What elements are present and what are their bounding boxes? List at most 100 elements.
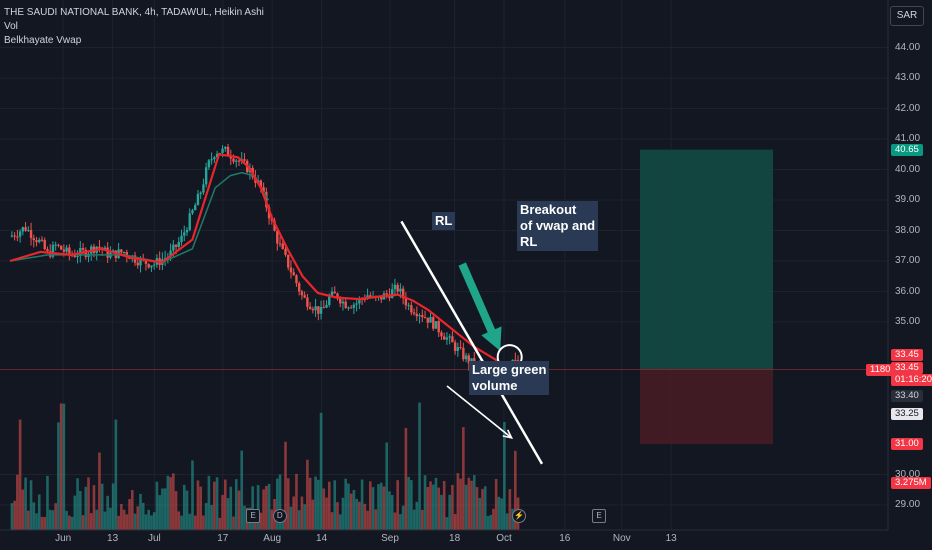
candle-body xyxy=(396,284,399,292)
volume-bar xyxy=(341,497,345,530)
earnings-event-icon[interactable]: E xyxy=(246,509,261,523)
price-tick-label: 40.00 xyxy=(895,163,921,175)
volume-arrow[interactable] xyxy=(446,385,513,439)
candle-body xyxy=(32,238,35,241)
volume-bar xyxy=(401,505,405,530)
volume-bar xyxy=(489,514,492,530)
long-position-stop-zone[interactable] xyxy=(640,369,773,444)
volume-bar xyxy=(385,442,389,530)
volume-bar xyxy=(174,491,178,530)
volume-bar xyxy=(267,483,271,530)
dividend-event-icon[interactable]: D xyxy=(272,509,287,523)
time-tick-label: Jul xyxy=(147,533,161,544)
candle-body xyxy=(330,291,334,297)
candle-body xyxy=(273,220,276,231)
volume-bar xyxy=(377,484,380,530)
volume-bar xyxy=(358,501,361,530)
volume-bar xyxy=(390,495,394,530)
long-position-target-zone[interactable] xyxy=(640,149,773,370)
volume-bar xyxy=(270,509,274,530)
volume-bar xyxy=(503,422,506,530)
resistance-trendline[interactable] xyxy=(400,220,544,465)
volume-bar xyxy=(27,510,30,530)
volume-bar xyxy=(18,419,22,530)
volume-bar xyxy=(456,473,460,530)
split-event-icon[interactable]: ⚡ xyxy=(512,509,527,523)
vwap-indicator-label[interactable]: Belkhayate Vwap xyxy=(4,35,82,46)
volume-bar xyxy=(117,515,120,530)
volume-bar xyxy=(87,477,90,530)
volume-indicator-label[interactable]: Vol xyxy=(4,21,18,32)
earnings-event-icon[interactable]: E xyxy=(592,509,606,523)
volume-bar xyxy=(139,493,142,530)
volume-bar xyxy=(150,515,153,530)
candle-body xyxy=(391,289,394,298)
annotation-breakout[interactable]: Breakout of vwap and RL xyxy=(517,201,599,251)
candle-body xyxy=(221,148,224,154)
candle-body xyxy=(456,347,460,351)
volume-bar xyxy=(306,459,309,530)
candle-body xyxy=(27,229,30,231)
time-tick-label: 13 xyxy=(107,533,119,544)
volume-bar xyxy=(35,513,38,530)
price-tick-label: 42.00 xyxy=(895,102,921,114)
volume-bar xyxy=(144,514,148,530)
candle-body xyxy=(163,258,167,260)
time-tick-label: Aug xyxy=(263,533,282,544)
volume-bar xyxy=(24,477,27,530)
volume-bar xyxy=(314,476,317,530)
volume-bar xyxy=(240,450,244,530)
candle-body xyxy=(46,249,49,252)
annotation-large-volume[interactable]: Large green volume xyxy=(469,361,550,395)
candle-body xyxy=(10,235,14,237)
symbol-title[interactable]: THE SAUDI NATIONAL BANK, 4h, TADAWUL, He… xyxy=(4,7,264,18)
candle-body xyxy=(303,295,306,298)
volume-bar xyxy=(508,489,512,530)
volume-bar xyxy=(207,475,211,530)
volume-bar xyxy=(393,512,397,530)
volume-bar xyxy=(292,496,296,530)
volume-bar xyxy=(478,497,482,530)
volume-bar xyxy=(445,517,449,530)
volume-bar xyxy=(166,475,170,530)
price-tick-label: 29.00 xyxy=(895,499,921,510)
volume-bar xyxy=(418,402,421,530)
candle-body xyxy=(204,167,208,185)
volume-bar xyxy=(421,509,424,530)
annotation-rl[interactable]: RL xyxy=(432,212,456,230)
candle-body xyxy=(210,159,213,161)
volume-bar xyxy=(158,495,161,530)
candle-body xyxy=(470,358,473,364)
volume-bar xyxy=(169,477,172,530)
price-tick-label: 30.00 xyxy=(895,468,921,480)
candle-body xyxy=(196,193,200,206)
candle-body xyxy=(459,347,462,349)
volume-bar xyxy=(472,475,476,530)
candle-body xyxy=(259,180,263,188)
volume-bar xyxy=(352,489,356,530)
candle-body xyxy=(410,305,413,313)
volume-bar xyxy=(172,473,175,530)
price-tick-label: 43.00 xyxy=(895,72,921,83)
candle-body xyxy=(380,295,383,300)
candle-body xyxy=(289,267,293,273)
candle-body xyxy=(385,293,388,295)
candle-body xyxy=(224,146,227,149)
volume-bar xyxy=(481,488,484,530)
candle-body xyxy=(73,255,77,257)
volume-bar xyxy=(224,479,227,530)
volume-bar xyxy=(59,403,63,530)
time-tick-label: 14 xyxy=(316,533,328,544)
currency-badge[interactable]: SAR xyxy=(890,6,924,26)
volume-bar xyxy=(202,515,205,530)
candle-body xyxy=(180,235,183,243)
volume-bar xyxy=(32,502,36,530)
volume-bar xyxy=(300,496,304,530)
volume-bar xyxy=(125,514,129,530)
volume-bar xyxy=(215,477,219,530)
volume-bar xyxy=(122,509,126,530)
breakout-arrow[interactable] xyxy=(458,262,502,351)
candle-body xyxy=(314,306,317,311)
volume-bar xyxy=(325,497,328,530)
